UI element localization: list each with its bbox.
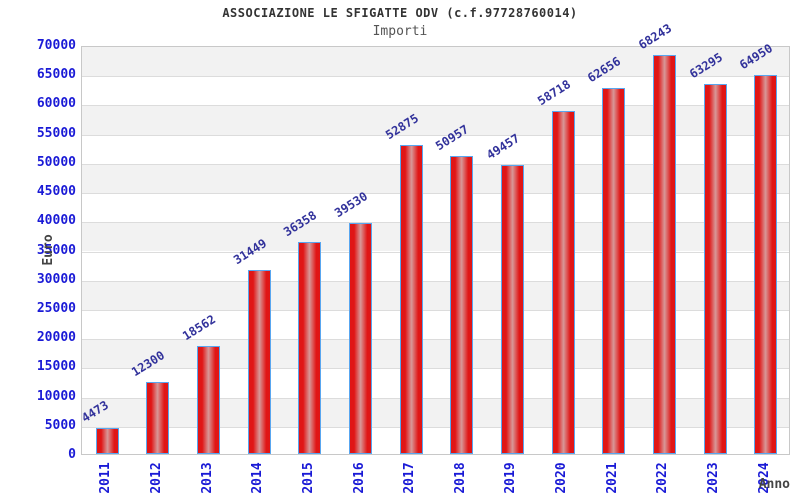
plot-band bbox=[82, 252, 789, 281]
plot-band bbox=[82, 105, 789, 135]
x-tick-label: 2023 bbox=[706, 462, 722, 494]
x-tick-label: 2016 bbox=[351, 462, 367, 494]
y-tick-label: 30000 bbox=[36, 271, 76, 287]
y-tick-label: 25000 bbox=[36, 300, 76, 316]
y-tick-label: 70000 bbox=[36, 38, 76, 53]
gridline bbox=[82, 397, 789, 399]
x-tick-label: 2021 bbox=[604, 462, 620, 494]
bar bbox=[602, 87, 626, 454]
bar bbox=[500, 165, 524, 454]
y-axis-label: Euro bbox=[41, 234, 56, 266]
chart-title: ASSOCIAZIONE LE SFIGATTE ODV (c.f.977287… bbox=[222, 6, 578, 20]
plot-band bbox=[82, 397, 789, 427]
x-tick-label: 2019 bbox=[503, 462, 519, 494]
plot-band bbox=[82, 76, 789, 105]
gridline bbox=[82, 339, 789, 341]
x-tick-label: 2014 bbox=[250, 462, 266, 494]
bar bbox=[95, 427, 119, 454]
x-tick-label: 2011 bbox=[98, 462, 114, 494]
plot-band bbox=[82, 427, 789, 456]
y-tick-label: 5000 bbox=[44, 417, 76, 433]
gridline bbox=[82, 193, 789, 195]
x-tick-label: 2020 bbox=[554, 462, 570, 494]
bar bbox=[298, 241, 322, 454]
bar bbox=[703, 84, 727, 454]
y-tick-label: 45000 bbox=[36, 184, 76, 200]
x-tick-label: 2022 bbox=[655, 462, 671, 494]
y-tick-label: 40000 bbox=[36, 213, 76, 229]
bar bbox=[754, 74, 778, 454]
x-axis-label: Anno bbox=[758, 477, 790, 492]
plot-band bbox=[82, 280, 789, 310]
bar bbox=[197, 345, 221, 454]
plot-band bbox=[82, 193, 789, 222]
bar bbox=[399, 145, 423, 454]
gridline bbox=[82, 280, 789, 282]
y-tick-label: 60000 bbox=[36, 96, 76, 112]
bar bbox=[652, 55, 676, 454]
y-tick-label: 15000 bbox=[36, 359, 76, 375]
y-tick-label: 50000 bbox=[36, 154, 76, 170]
x-tick-label: 2015 bbox=[300, 462, 316, 494]
y-tick-label: 20000 bbox=[36, 330, 76, 346]
y-tick-label: 0 bbox=[68, 447, 76, 462]
y-tick-label: 55000 bbox=[36, 125, 76, 141]
plot-area bbox=[81, 46, 790, 455]
x-tick-label: 2017 bbox=[402, 462, 418, 494]
gridline bbox=[82, 251, 789, 253]
gridline bbox=[82, 309, 789, 311]
bar bbox=[450, 156, 474, 454]
bar bbox=[551, 110, 575, 454]
plot-band bbox=[82, 47, 789, 77]
plot-band bbox=[82, 163, 789, 194]
y-tick-label: 65000 bbox=[36, 67, 76, 83]
gridline bbox=[82, 163, 789, 165]
bar bbox=[349, 223, 373, 454]
x-tick-label: 2013 bbox=[199, 462, 215, 494]
x-tick-label: 2018 bbox=[452, 462, 468, 494]
bar bbox=[146, 382, 170, 454]
gridline bbox=[82, 76, 789, 78]
gridline bbox=[82, 105, 789, 107]
plot-band bbox=[82, 368, 789, 397]
bar bbox=[247, 270, 271, 454]
gridline bbox=[82, 222, 789, 224]
x-tick-label: 2012 bbox=[148, 462, 164, 494]
gridline bbox=[82, 426, 789, 428]
y-tick-label: 10000 bbox=[36, 388, 76, 404]
gridline bbox=[82, 134, 789, 136]
plot-band bbox=[82, 222, 789, 252]
chart-subtitle: Importi bbox=[372, 24, 428, 39]
gridline bbox=[82, 368, 789, 370]
y-tick-label: 35000 bbox=[36, 242, 76, 258]
